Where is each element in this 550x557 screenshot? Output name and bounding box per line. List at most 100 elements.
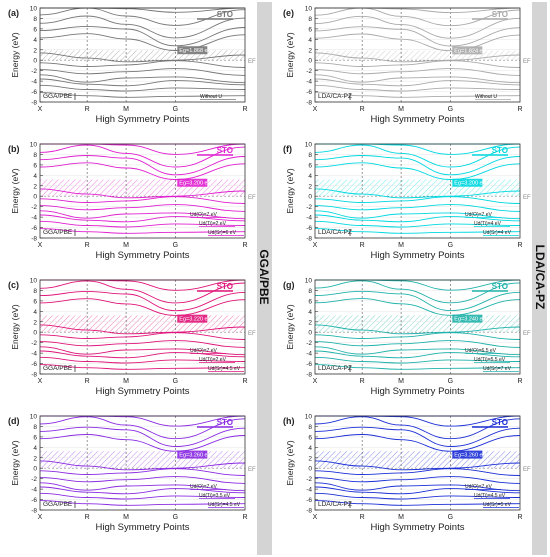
valence-band-line <box>314 60 521 68</box>
method-label: GGA/PBE <box>43 365 73 372</box>
u-param-label: Ud(O)=7 eV <box>190 348 217 354</box>
band-gap-region <box>315 315 520 333</box>
panel-frame <box>39 7 246 103</box>
valence-band-line <box>314 74 521 84</box>
u-param-label: Ud(Ti)=2 eV <box>199 221 227 227</box>
panel-tag: (e) <box>283 8 294 18</box>
x-tick-label: R <box>360 514 365 521</box>
y-tick-label: 10 <box>305 278 313 285</box>
x-tick-label: M <box>123 242 129 249</box>
valence-band-line <box>39 52 246 63</box>
x-tick-label: R <box>85 514 90 521</box>
y-tick-label: -2 <box>31 340 37 347</box>
x-tick-label: G <box>173 378 178 385</box>
y-tick-label: 8 <box>33 288 37 295</box>
fermi-label: EF <box>523 467 531 473</box>
u-param-label: Ud(O)=7 eV <box>190 212 217 218</box>
y-tick-label: -2 <box>31 476 37 483</box>
valence-band-line <box>314 356 521 364</box>
y-axis-label: Energy (eV) <box>285 168 295 214</box>
y-tick-label: 6 <box>33 434 37 441</box>
y-tick-label: 6 <box>33 162 37 169</box>
y-tick-label: 8 <box>308 16 312 23</box>
gap-label-box <box>452 46 483 55</box>
gap-label: Eg=1.824 eV <box>454 48 486 54</box>
y-tick-label: 0 <box>308 58 312 65</box>
y-tick-label: 10 <box>305 6 313 13</box>
band-gap-region <box>40 50 245 61</box>
material-label: STO <box>492 418 508 427</box>
y-tick-label: -8 <box>31 100 37 107</box>
panel-tag: (a) <box>8 8 19 18</box>
conduction-band-line <box>314 298 521 316</box>
gap-label: Eg=3.240 eV <box>454 317 486 323</box>
conduction-band-line <box>39 25 246 47</box>
y-tick-label: 10 <box>305 414 313 421</box>
x-tick-label: X <box>313 514 318 521</box>
conduction-band-line <box>315 7 521 14</box>
conduction-band-line <box>314 416 521 440</box>
u-param-label: Ud(Sr)=4.5 eV <box>208 502 241 508</box>
method-label: LDA/CA-PZ <box>318 93 352 100</box>
panel-frame <box>39 415 246 511</box>
conduction-band-line <box>39 434 246 452</box>
band-gap-region <box>40 451 245 469</box>
gap-label-box <box>177 450 208 459</box>
y-tick-label: -6 <box>31 497 37 504</box>
y-tick-label: 4 <box>308 173 312 180</box>
y-tick-label: 0 <box>33 194 37 201</box>
conduction-band-line <box>315 279 521 291</box>
band-gap-region <box>315 50 520 61</box>
band-gap-region <box>315 451 520 469</box>
conduction-band-line <box>314 144 521 168</box>
y-tick-label: 6 <box>308 26 312 33</box>
y-tick-label: -2 <box>31 68 37 75</box>
x-tick-label: R <box>517 242 522 249</box>
band-gap-region <box>315 179 520 197</box>
u-param-label: Without U <box>475 94 497 100</box>
y-axis-label: Energy (eV) <box>10 168 20 214</box>
panel-d: -8 -6 -4 -2 0 2 4 6 8 10 X R M G R High Symmetry Points… <box>8 414 256 534</box>
conduction-band-line <box>40 279 246 291</box>
y-axis-label: Energy (eV) <box>285 440 295 486</box>
x-tick-label: M <box>398 514 404 521</box>
x-axis-label: High Symmetry Points <box>96 250 190 261</box>
y-tick-label: 2 <box>33 455 37 462</box>
conduction-band-line <box>40 143 246 155</box>
y-tick-label: 4 <box>33 173 37 180</box>
fermi-label: EF <box>248 467 256 473</box>
valence-band-line <box>314 52 521 63</box>
method-label: GGA/PBE <box>43 93 73 100</box>
y-tick-label: 4 <box>33 37 37 44</box>
y-tick-label: 6 <box>33 298 37 305</box>
valence-band-line <box>39 78 246 87</box>
valence-band-line <box>314 188 521 199</box>
x-tick-label: G <box>448 378 453 385</box>
valence-band-line <box>39 332 246 340</box>
valence-band-line <box>39 68 246 76</box>
x-tick-label: R <box>242 106 247 113</box>
panel-frame <box>314 415 521 511</box>
y-tick-label: 10 <box>30 278 38 285</box>
x-tick-label: G <box>448 514 453 521</box>
valence-band-line <box>314 324 521 335</box>
y-tick-label: 2 <box>33 183 37 190</box>
u-param-label: Ud(Sr)=4.5 eV <box>208 366 241 372</box>
valence-band-line <box>314 332 521 340</box>
x-axis-label: High Symmetry Points <box>371 386 465 397</box>
y-tick-label: -4 <box>31 487 37 494</box>
fermi-label: EF <box>523 59 531 65</box>
conduction-band-line <box>39 33 246 51</box>
y-tick-label: -8 <box>31 508 37 515</box>
y-tick-label: 8 <box>308 288 312 295</box>
x-tick-label: X <box>38 514 43 521</box>
valence-band-line <box>314 228 521 234</box>
y-tick-label: -6 <box>306 497 312 504</box>
x-tick-label: M <box>398 378 404 385</box>
u-param-label: Ud(Sr)=7 eV <box>483 366 512 372</box>
x-tick-label: G <box>173 242 178 249</box>
valence-band-line <box>39 188 246 199</box>
conduction-band-line <box>315 143 521 155</box>
band-gap-region <box>40 315 245 333</box>
panel-frame <box>314 143 521 239</box>
